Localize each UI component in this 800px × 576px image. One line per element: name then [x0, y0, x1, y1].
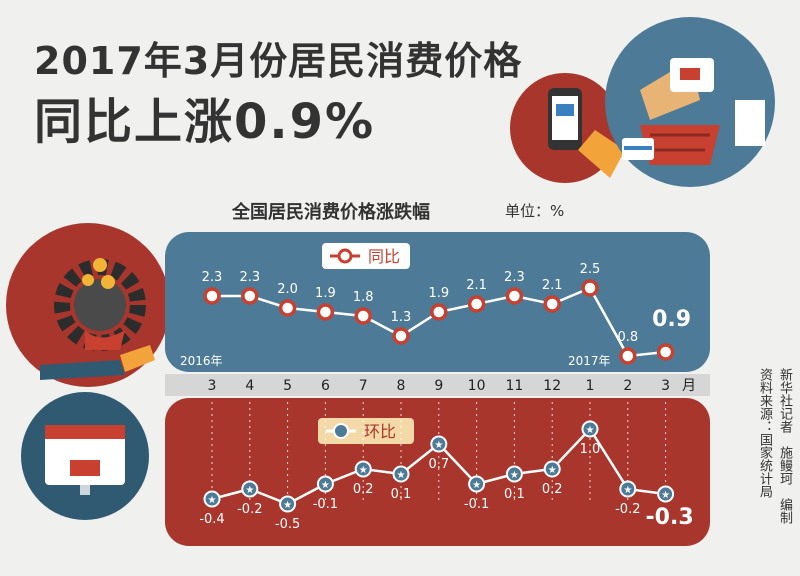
star-icon: ★: [548, 465, 557, 476]
month-tick-label: 4: [245, 378, 254, 394]
yoy-data-label: 1.8: [353, 290, 374, 305]
yoy-point: [354, 307, 372, 325]
star-icon: ★: [510, 470, 519, 481]
mom-legend-label: 环比: [364, 422, 396, 441]
mom-point: [468, 475, 486, 493]
mom-data-label: 0.7: [428, 457, 449, 472]
mom-point: [657, 485, 675, 503]
page-title-line1: 2017年3月份居民消费价格: [34, 39, 523, 83]
yoy-point: [543, 295, 561, 313]
mom-point: [316, 475, 334, 493]
yoy-point: [392, 327, 410, 345]
mom-point: [354, 460, 372, 478]
yoy-panel: [165, 232, 710, 372]
chart-title: 全国居民消费价格涨跌幅: [232, 202, 430, 223]
month-tick-label: 1: [586, 378, 595, 394]
mom-data-label: -0.5: [275, 517, 300, 532]
yoy-data-label: 0.8: [617, 330, 638, 345]
mom-data-label: 1.0: [580, 442, 601, 457]
yoy-data-label: 2.0: [277, 282, 298, 297]
mom-point: [203, 490, 221, 508]
yoy-point: [505, 287, 524, 305]
shopping-illustration: [510, 17, 775, 187]
year-label-2016: 2016年: [180, 354, 223, 368]
yoy-legend-label: 同比: [368, 247, 400, 266]
yoy-data-label: 0.9: [652, 307, 691, 332]
star-icon: ★: [397, 470, 406, 481]
month-axis-band: [165, 374, 710, 396]
unit-label: 单位：%: [505, 202, 565, 220]
reporter-credit: 新华社记者 施鳗珂 编制: [777, 368, 792, 524]
star-icon: ★: [208, 495, 217, 506]
month-tick-label: 11: [505, 378, 523, 394]
mom-point: [241, 480, 259, 498]
month-tick-label: 7: [359, 378, 368, 394]
mom-data-label: -0.1: [464, 497, 489, 512]
star-icon: ★: [586, 425, 595, 436]
yoy-data-label: 2.3: [202, 270, 223, 285]
month-tick-label: 5: [283, 378, 292, 394]
yoy-data-label: 2.1: [542, 278, 563, 293]
star-icon: ★: [623, 485, 632, 496]
yoy-data-label: 2.1: [466, 278, 487, 293]
mom-point: [392, 465, 410, 483]
mom-data-label: 0.1: [391, 487, 412, 502]
month-tick-label: 2: [623, 378, 632, 394]
star-icon: ★: [321, 480, 330, 491]
star-icon: ★: [434, 440, 443, 451]
yoy-legend: 同比: [322, 243, 410, 269]
yoy-point: [278, 299, 297, 317]
star-icon: ★: [472, 480, 481, 491]
month-unit-label: 月: [682, 378, 696, 394]
month-tick-label: 12: [543, 378, 561, 394]
mom-point: [279, 495, 297, 513]
yoy-data-label: 1.9: [428, 286, 449, 301]
mom-data-label: -0.3: [646, 505, 694, 530]
mom-data-label: 0.2: [353, 482, 374, 497]
star-icon: ★: [359, 465, 368, 476]
yoy-data-label: 2.5: [580, 262, 601, 277]
star-icon: ★: [283, 500, 292, 511]
mom-point: [543, 460, 561, 478]
mom-data-label: -0.4: [199, 512, 224, 527]
yoy-data-label: 2.3: [239, 270, 260, 285]
mom-panel: [165, 398, 710, 546]
yoy-point: [430, 303, 448, 321]
mom-point: [581, 420, 599, 438]
yoy-data-label: 1.3: [391, 310, 412, 325]
mom-point: [505, 465, 523, 483]
mom-data-label: -0.1: [313, 497, 338, 512]
yoy-point: [203, 287, 221, 305]
yoy-data-label: 1.9: [315, 286, 336, 301]
month-tick-label: 3: [661, 378, 670, 394]
online-shop-illustration: [21, 392, 149, 520]
mom-data-label: 0.2: [542, 482, 563, 497]
mom-data-label: -0.2: [615, 502, 640, 517]
mom-legend: 环比: [318, 418, 414, 444]
star-icon: ★: [661, 490, 670, 501]
mom-data-label: -0.2: [237, 502, 262, 517]
year-label-2017: 2017年: [568, 354, 611, 368]
yoy-point: [241, 287, 259, 305]
source-credit: 资料来源：国家统计局: [757, 368, 772, 498]
month-tick-label: 10: [468, 378, 486, 394]
yoy-point: [656, 343, 675, 361]
month-tick-label: 3: [208, 378, 217, 394]
month-tick-label: 9: [434, 378, 443, 394]
month-tick-label: 6: [321, 378, 330, 394]
finance-gear-illustration: [6, 223, 170, 387]
star-icon: ★: [245, 485, 254, 496]
yoy-point: [467, 295, 486, 313]
yoy-data-label: 2.3: [504, 270, 525, 285]
mom-data-label: 0.1: [504, 487, 525, 502]
mom-point: [619, 480, 637, 498]
yoy-point: [316, 303, 335, 321]
month-tick-label: 8: [397, 378, 406, 394]
yoy-point: [581, 279, 599, 297]
mom-point: [430, 435, 448, 453]
yoy-point: [619, 347, 637, 365]
page-title-line2: 同比上涨0.9%: [34, 94, 376, 150]
credits: 新华社记者 施鳗珂 编制 资料来源：国家统计局: [744, 368, 794, 568]
